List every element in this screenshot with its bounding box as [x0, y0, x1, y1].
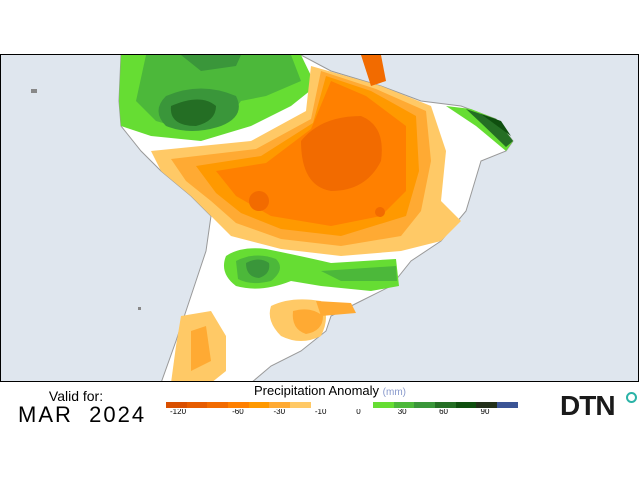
legend-tick-label: 30 — [397, 409, 407, 416]
circle-dot-icon — [626, 392, 637, 403]
legend-swatch — [228, 402, 249, 408]
legend-swatch — [476, 402, 497, 408]
logo-text: DTN — [560, 390, 616, 421]
legend-tick-label: -30 — [273, 409, 286, 416]
legend-tick-label: -60 — [232, 409, 244, 416]
valid-for-label: Valid for: — [48, 388, 104, 404]
wet-region-northeast — [446, 106, 513, 151]
legend-swatch — [331, 402, 353, 408]
legend-swatch — [290, 402, 311, 408]
legend-tick-label: 60 — [439, 409, 448, 416]
legend-swatch — [455, 402, 477, 408]
legend-title: Precipitation Anomaly (mm) — [160, 383, 500, 398]
map-canvas — [31, 55, 514, 381]
legend-tick-label: -10 — [314, 409, 327, 416]
legend-swatch — [166, 402, 187, 408]
legend-swatch — [207, 402, 229, 408]
legend-tick-label: 0 — [356, 409, 361, 416]
legend-swatch — [434, 402, 456, 408]
dtn-logo: DTN — [560, 390, 637, 422]
legend-swatch — [186, 402, 208, 408]
legend-tick-label: -120 — [170, 409, 187, 416]
legend-swatch — [269, 402, 291, 408]
legend-swatch — [352, 402, 373, 408]
legend-swatch — [248, 402, 270, 408]
legend-tick-label: 90 — [480, 409, 490, 416]
valid-date: MAR 2024 — [18, 402, 147, 427]
precipitation-map — [0, 54, 639, 382]
legend-title-text: Precipitation Anomaly — [254, 383, 380, 398]
legend-color-bar — [166, 402, 518, 408]
legend-swatch — [310, 402, 332, 408]
legend-swatch — [393, 402, 415, 408]
legend-swatch — [372, 402, 394, 408]
galapagos-islands — [31, 89, 37, 93]
legend-ticks: -120 -60 -30 -10 0 30 60 90 — [166, 409, 496, 417]
legend-footer: Valid for: MAR 2024 Precipitation Anomal… — [0, 382, 640, 480]
legend-swatch — [497, 402, 518, 408]
legend-swatch — [414, 402, 435, 408]
legend-unit: (mm) — [382, 387, 406, 398]
